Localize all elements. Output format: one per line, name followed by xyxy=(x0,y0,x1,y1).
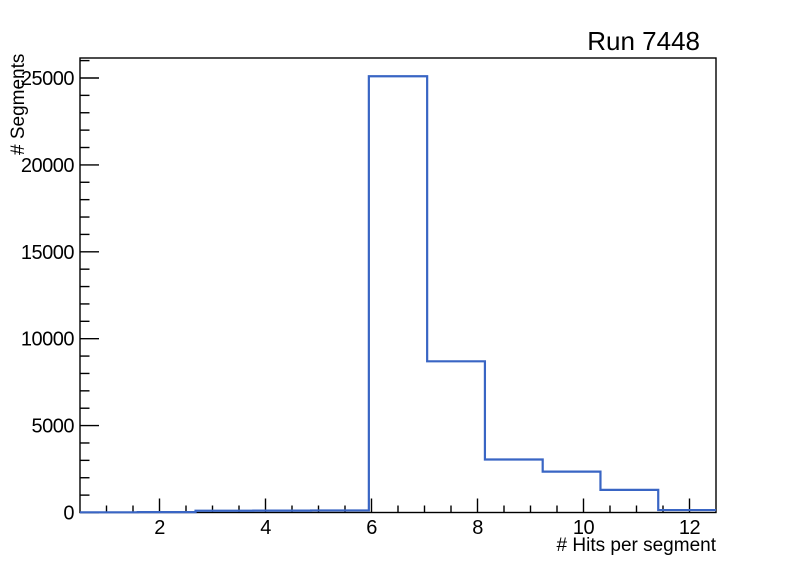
x-axis-title: # Hits per segment xyxy=(557,535,717,556)
y-tick-label: 5000 xyxy=(32,416,75,438)
x-tick-label: 4 xyxy=(260,517,271,539)
y-tick-label: 20000 xyxy=(21,155,74,177)
plot-frame xyxy=(79,57,717,514)
plot-title: Run 7448 xyxy=(587,26,700,56)
x-tick-label: 12 xyxy=(679,517,701,539)
histogram-line xyxy=(80,75,716,514)
y-tick-label: 15000 xyxy=(21,242,74,264)
x-tick-label: 6 xyxy=(366,517,377,539)
x-tick-label: 2 xyxy=(154,517,165,539)
y-tick-label: 0 xyxy=(63,503,74,525)
axis-tick-labels: 2 4 6 8 10 12 0 5000 10000 15000 20000 25000 xyxy=(21,68,701,539)
axis-ticks xyxy=(80,59,691,514)
x-tick-label: 10 xyxy=(573,517,595,539)
y-tick-label: 10000 xyxy=(21,329,74,351)
x-tick-label: 8 xyxy=(472,517,483,539)
y-axis-title: # Segments xyxy=(8,54,29,155)
y-tick-label: 25000 xyxy=(21,68,74,90)
